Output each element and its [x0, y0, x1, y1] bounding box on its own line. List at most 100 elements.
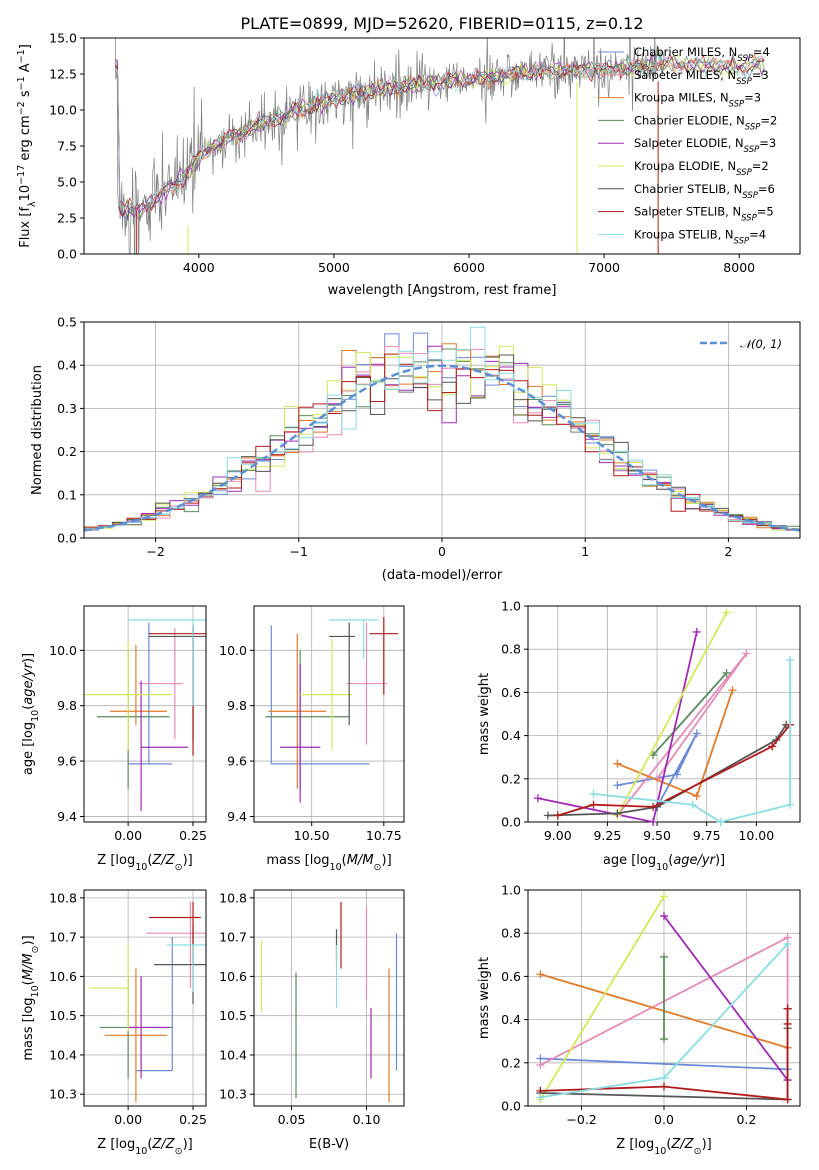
errorbar-point [300, 639, 353, 750]
errorbar-point [104, 968, 168, 1103]
errorbar-point [270, 625, 370, 765]
y-tick-label: 0.1 [57, 487, 77, 502]
y-tick-label: 10.8 [49, 890, 77, 905]
plot-area [265, 617, 399, 803]
model-spectrum-line [114, 53, 765, 218]
weight-marker [660, 892, 668, 901]
x-tick-label: 10.75 [366, 828, 402, 843]
y-tick-label: 0.2 [57, 444, 77, 459]
errorbar-point [138, 628, 183, 739]
weight-marker [536, 970, 545, 979]
weight-marker [692, 627, 701, 636]
weight-marker [553, 811, 562, 820]
weight-marker [722, 608, 731, 617]
axes-weight_vs_age: 9.00 9.25 9.50 9.75 10.00 0.0 0.2 0.4 0.6 0.8 1.0 [501, 599, 801, 843]
plot-area [84, 326, 800, 534]
y-tick-label: 9.6 [57, 754, 77, 769]
axes-mass_vs_Z: 0.00 0.25 10.3 10.4 10.5 10.6 10.7 10.8 [49, 889, 207, 1127]
errorbar-point [265, 650, 350, 789]
x-tick-label: 8000 [723, 260, 755, 275]
axes-frame [527, 605, 801, 823]
y-tick-label: 15.0 [49, 31, 77, 46]
x-tick-label: 9.75 [693, 828, 721, 843]
axes-age_vs_mass: 10.50 10.75 9.4 9.6 9.8 10.0 [219, 605, 405, 843]
y-tick-label: 0.8 [501, 642, 521, 657]
weight-marker [660, 952, 668, 961]
y-tick-label: 10.0 [49, 103, 77, 118]
errorbar-point [268, 633, 327, 789]
weight-marker [786, 656, 795, 664]
weight-marker [692, 729, 701, 738]
y-tick-label: 0.2 [501, 771, 521, 786]
weight-series-line [652, 672, 728, 756]
weight-marker [649, 818, 658, 826]
x-tick-label: 1 [581, 544, 589, 559]
y-tick-label: 0.8 [501, 926, 521, 941]
y-tick-label: 9.6 [227, 754, 247, 769]
weight-marker [613, 781, 622, 790]
x-tick-label: 0 [438, 544, 446, 559]
x-tick-label: 10.50 [294, 828, 330, 843]
x-tick-label: 7000 [588, 260, 620, 275]
y-tick-label: 0.6 [501, 685, 521, 700]
axes-spectrum: 4000 5000 6000 7000 8000 0.0 2.5 5.0 7.5 10.0 12.5… [49, 31, 801, 275]
x-tick-label: 4000 [183, 260, 215, 275]
weight-marker [722, 668, 731, 677]
weight-vs-Z-ylabel: mass weight [477, 957, 492, 1039]
x-tick-label: 0.2 [736, 1112, 756, 1127]
errorbar-point [167, 944, 206, 993]
axes-frame [253, 889, 405, 1107]
x-tick-label: 0.00 [114, 1112, 142, 1127]
plot-area [114, 38, 765, 254]
x-tick-label: 9.25 [593, 828, 621, 843]
weight-marker [742, 649, 751, 658]
weight-marker [660, 1082, 668, 1091]
y-tick-label: 10.3 [49, 1087, 77, 1102]
y-tick-label: 10.5 [49, 1008, 77, 1023]
y-tick-label: 10.6 [219, 969, 247, 984]
axes-frame [83, 889, 207, 1107]
y-tick-label: 1.0 [501, 883, 521, 898]
axes-mass_vs_ebv: 0.05 0.10 10.3 10.4 10.5 10.6 10.7 10.8 [219, 889, 405, 1127]
legend-entry: Kroupa STELIB, NSSP=4 [634, 227, 766, 246]
spectrum-xlabel: wavelength [Angstrom, rest frame] [328, 283, 557, 298]
weight-vs-age-ylabel: mass weight [477, 673, 492, 755]
y-tick-label: 0.5 [57, 315, 77, 330]
x-tick-label: 0.25 [179, 1112, 207, 1127]
y-tick-label: 0.0 [501, 815, 521, 830]
weight-marker [660, 1073, 668, 1082]
spectrum-title: PLATE=0899, MJD=52620, FIBERID=0115, z=0… [240, 14, 643, 33]
mass-vs-ebv-xlabel: E(B-V) [309, 1137, 349, 1152]
x-tick-label: 9.50 [643, 828, 671, 843]
weight-series-line [663, 915, 789, 1081]
errorbar-point [329, 622, 355, 726]
age-vs-Z-xlabel: Z [log10(Z/Z⊙)] [97, 853, 192, 873]
normal-curve [84, 364, 800, 532]
weight-series-line [617, 732, 698, 808]
y-tick-label: 0.0 [501, 1099, 521, 1114]
errorbar-point [148, 625, 206, 756]
x-tick-label: 5000 [318, 260, 350, 275]
errorbar-point [369, 617, 399, 695]
errorbar-point [346, 622, 387, 745]
y-tick-label: 10.0 [219, 643, 247, 658]
legend-entry: Chabrier MILES, NSSP=4 [634, 45, 770, 64]
x-tick-label: −2 [146, 544, 164, 559]
plot-area [260, 901, 398, 1103]
y-tick-label: 0.2 [501, 1055, 521, 1070]
spectrum-ylabel: Flux [fλ10−17 erg cm−2 s−1 A−1] [16, 44, 38, 248]
y-tick-label: 0.4 [501, 728, 521, 743]
errorbar-point [84, 642, 173, 750]
residual-histogram [84, 326, 800, 533]
legend-entry: Salpeter STELIB, NSSP=5 [634, 205, 774, 224]
legend-entry: Kroupa ELODIE, NSSP=2 [634, 159, 769, 178]
weight-marker [613, 759, 622, 768]
weight-marker [536, 1093, 545, 1102]
weight-series-line [539, 896, 665, 1100]
observed-spectrum-line [115, 38, 664, 254]
weight-series-line [540, 1057, 788, 1071]
weight-marker [692, 792, 701, 801]
axes-residuals: −2 −1 0 1 2 0.0 0.1 0.2 0.3 0.4 0.5 [57, 315, 801, 559]
weight-series-line [616, 612, 728, 816]
errorbar-point [128, 619, 206, 706]
